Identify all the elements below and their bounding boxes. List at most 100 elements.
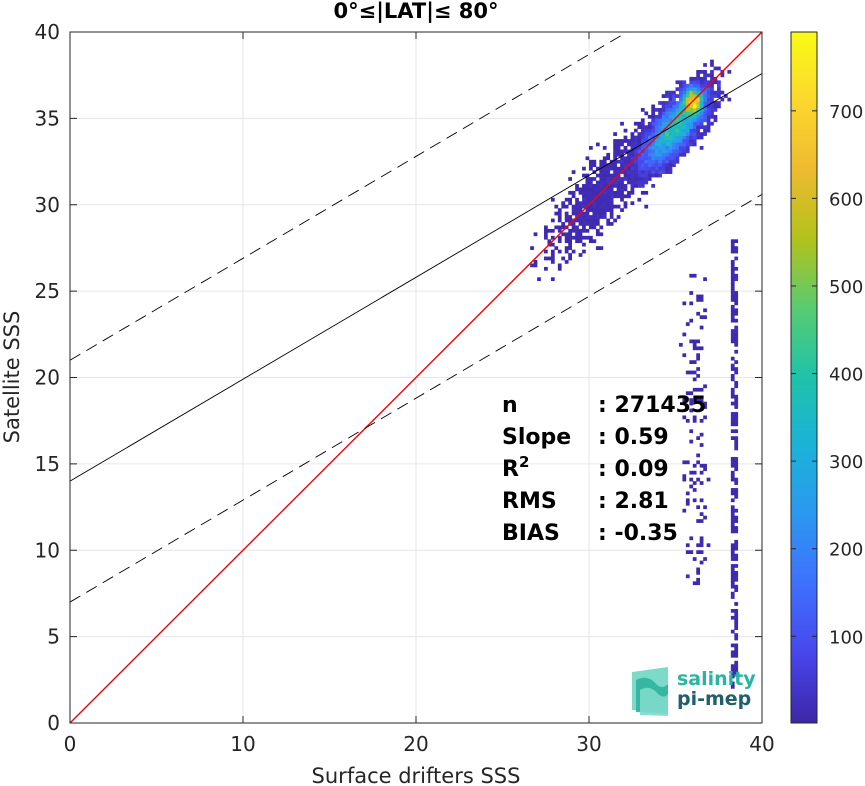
- density-cell: [734, 318, 739, 323]
- density-cell: [730, 377, 735, 382]
- density-cell: [640, 152, 645, 157]
- density-cell: [644, 190, 649, 195]
- density-cell: [672, 108, 676, 112]
- density-cell: [730, 363, 735, 368]
- colorbar-tick-label: 300: [829, 452, 863, 473]
- density-cell: [537, 277, 541, 282]
- density-cell: [647, 159, 652, 164]
- density-cell: [623, 139, 628, 143]
- density-cell: [630, 180, 635, 185]
- density-cell: [554, 225, 559, 230]
- density-cell: [644, 142, 649, 147]
- density-cell: [640, 159, 645, 164]
- density-cell: [651, 128, 656, 133]
- density-cell: [606, 177, 611, 181]
- density-cell: [637, 197, 642, 202]
- density-cell: [696, 128, 701, 133]
- density-cell: [730, 394, 735, 399]
- density-cell: [730, 339, 735, 344]
- density-cell: [734, 553, 739, 558]
- density-cell: [730, 356, 735, 361]
- density-cell: [582, 211, 586, 216]
- density-cell: [672, 128, 676, 133]
- density-cell: [717, 94, 721, 98]
- density-cell: [703, 114, 707, 119]
- density-cell: [602, 184, 607, 188]
- density-cell: [623, 184, 628, 188]
- density-cell: [692, 108, 697, 112]
- density-cell: [678, 114, 683, 119]
- density-cell: [734, 266, 739, 271]
- density-cell: [696, 453, 701, 458]
- density-cell: [710, 94, 714, 98]
- density-cell: [696, 387, 701, 392]
- density-cell: [692, 346, 697, 351]
- density-cell: [675, 132, 680, 136]
- density-cell: [665, 90, 669, 95]
- density-cell: [699, 398, 704, 402]
- density-cell: [595, 215, 600, 219]
- density-cell: [616, 152, 621, 157]
- density-cell: [561, 201, 566, 206]
- density-cell: [685, 491, 690, 496]
- density-cell: [630, 170, 635, 174]
- density-cell: [685, 550, 690, 555]
- density-cell: [706, 73, 711, 78]
- density-cell: [678, 152, 683, 157]
- density-cell: [710, 108, 714, 112]
- density-cell: [678, 101, 683, 105]
- density-cell: [682, 142, 687, 147]
- density-cell: [703, 104, 707, 109]
- density-cell: [585, 197, 590, 202]
- density-cell: [654, 152, 659, 157]
- density-cell: [647, 166, 652, 171]
- density-cell: [668, 146, 673, 150]
- density-cell: [651, 149, 656, 154]
- density-cell: [734, 256, 739, 261]
- density-cell: [692, 114, 697, 119]
- density-cell: [547, 228, 552, 233]
- density-cell: [699, 108, 704, 112]
- density-cell: [582, 194, 586, 199]
- density-cell: [730, 477, 735, 482]
- density-cell: [630, 166, 635, 171]
- density-cell: [696, 353, 701, 358]
- density-cell: [682, 508, 687, 513]
- density-cell: [717, 80, 721, 85]
- density-cell: [665, 114, 669, 119]
- density-cell: [730, 470, 735, 475]
- density-cell: [564, 246, 569, 250]
- density-cell: [578, 204, 583, 209]
- density-cell: [651, 159, 656, 164]
- density-cell: [585, 187, 590, 192]
- density-cell: [672, 111, 676, 116]
- density-cell: [699, 87, 704, 92]
- density-cell: [658, 152, 662, 157]
- density-cell: [703, 108, 707, 112]
- density-cell: [668, 104, 673, 109]
- density-cell: [730, 266, 735, 271]
- density-cell: [730, 577, 735, 582]
- density-cell: [602, 163, 607, 168]
- density-cell: [689, 484, 694, 489]
- density-cell: [668, 159, 673, 164]
- density-cell: [734, 529, 739, 534]
- density-cell: [696, 97, 701, 102]
- density-cell: [682, 87, 687, 92]
- density-cell: [627, 152, 631, 157]
- density-cell: [658, 163, 662, 168]
- colorbar-tick-label: 600: [829, 189, 863, 210]
- density-cell: [623, 194, 628, 199]
- density-cell: [699, 512, 704, 516]
- density-cell: [533, 263, 538, 268]
- density-cell: [734, 622, 739, 627]
- density-cell: [661, 163, 666, 168]
- density-cell: [717, 90, 721, 95]
- density-cell: [592, 225, 597, 230]
- density-cell: [623, 187, 628, 192]
- density-cell: [571, 208, 576, 212]
- density-cell: [651, 173, 656, 178]
- density-cell: [592, 163, 597, 168]
- density-cell: [620, 152, 624, 157]
- density-cell: [692, 339, 697, 344]
